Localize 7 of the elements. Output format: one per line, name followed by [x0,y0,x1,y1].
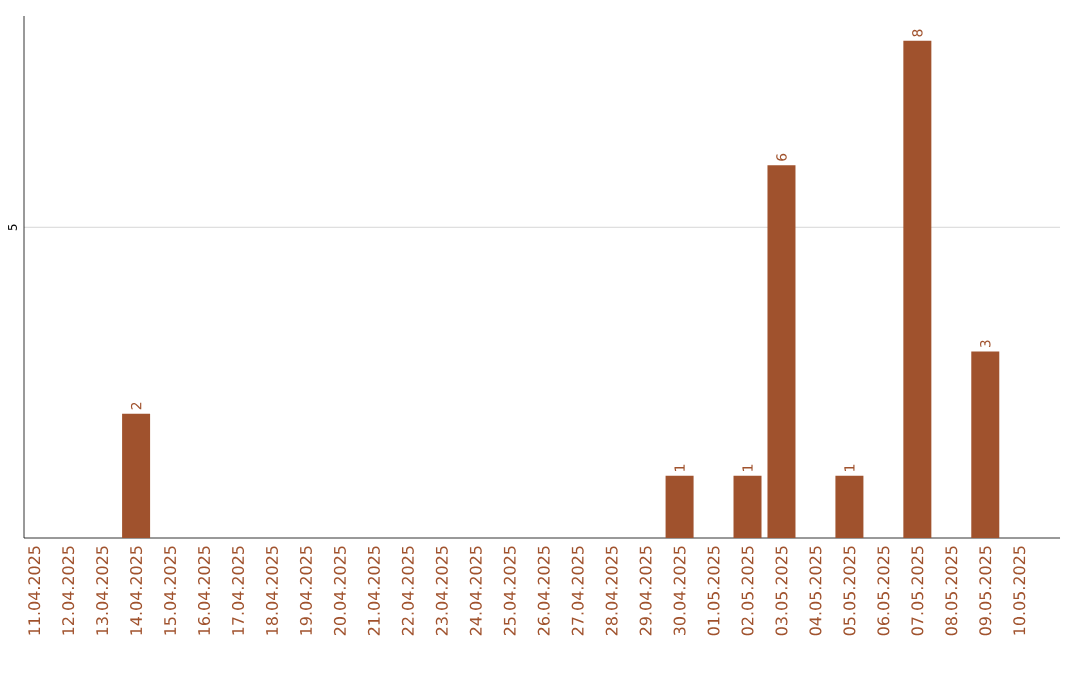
bar [122,413,151,538]
bar [971,351,1000,538]
bar [835,475,864,538]
bar [767,165,796,538]
bar [903,40,932,538]
bar [733,475,762,538]
bar [665,475,694,538]
